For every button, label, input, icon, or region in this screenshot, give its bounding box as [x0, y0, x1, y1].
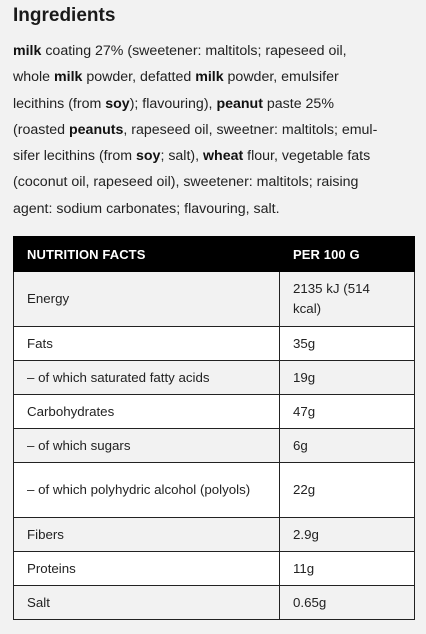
- allergen-text: soy: [105, 95, 130, 112]
- nutrient-value: 2.9g: [279, 517, 415, 552]
- nutrition-row: – of which polyhydric alcohol (polyols) 2…: [13, 462, 415, 518]
- nutrient-name: Fibers: [13, 517, 280, 552]
- allergen-text: milk: [195, 69, 224, 86]
- ingredients-line: agent: sodium carbonates; flavouring, sa…: [13, 196, 415, 222]
- nutrition-row: – of which saturated fatty acids 19g: [13, 360, 415, 395]
- nutrition-row: Salt 0.65g: [13, 585, 415, 620]
- nutrient-name: – of which sugars: [13, 428, 280, 463]
- allergen-text: peanut: [216, 95, 263, 112]
- nutrition-row: Energy 2135 kJ (514 kcal): [13, 271, 415, 327]
- ingredients-line: lecithins (from soy); flavouring), peanu…: [13, 91, 415, 117]
- ingredients-line: milk coating 27% (sweetener: maltitols; …: [13, 38, 415, 64]
- nutrition-header-row: NUTRITION FACTS PER 100 G: [13, 236, 415, 272]
- nutrient-value: 22g: [279, 462, 415, 518]
- ingredient-text: paste 25%: [262, 95, 334, 112]
- nutrient-name: Salt: [13, 585, 280, 620]
- allergen-text: milk: [54, 69, 83, 86]
- nutrition-row: Proteins 11g: [13, 551, 415, 586]
- nutrient-name: – of which saturated fatty acids: [13, 360, 280, 395]
- ingredient-text: lecithins (from: [13, 95, 106, 112]
- nutrition-row: Fats 35g: [13, 326, 415, 361]
- nutrient-value: 11g: [279, 551, 415, 586]
- ingredient-text: agent: sodium carbonates; flavouring, sa…: [13, 200, 280, 217]
- ingredients-line: (roasted peanuts, rapeseed oil, sweetner…: [13, 117, 415, 143]
- nutrient-name: – of which polyhydric alcohol (polyols): [13, 462, 280, 518]
- ingredient-text: flour, vegetable fats: [243, 148, 371, 165]
- nutrient-value: 0.65g: [279, 585, 415, 620]
- ingredient-text: , rapeseed oil, sweetner: maltitols; emu…: [123, 121, 378, 138]
- ingredients-line: sifer lecithins (from soy; salt), wheat …: [13, 143, 415, 169]
- allergen-text: soy: [135, 148, 161, 165]
- ingredient-text: (coconut oil, rapeseed oil), sweetener: …: [13, 174, 359, 191]
- nutrient-value: 2135 kJ (514 kcal): [279, 271, 415, 327]
- ingredients-heading: Ingredients: [13, 5, 116, 26]
- nutrient-value: 47g: [279, 394, 415, 429]
- ingredient-text: (roasted: [13, 121, 69, 138]
- ingredients-line: whole milk powder, defatted milk powder,…: [13, 64, 415, 90]
- ingredients-text: milk coating 27% (sweetener: maltitols; …: [13, 38, 415, 222]
- nutrition-row: – of which sugars 6g: [13, 428, 415, 463]
- nutrient-name: Energy: [13, 271, 280, 327]
- ingredient-text: powder, emulsifer: [223, 69, 339, 86]
- nutrient-name: Proteins: [13, 551, 280, 586]
- ingredient-text: ; salt),: [160, 148, 204, 165]
- ingredient-text: sifer lecithins (from: [13, 148, 136, 165]
- allergen-text: wheat: [203, 148, 244, 165]
- nutrient-name: Fats: [13, 326, 280, 361]
- nutrition-facts-header: NUTRITION FACTS: [13, 236, 280, 272]
- allergen-text: peanuts: [69, 121, 124, 138]
- nutrient-value: 6g: [279, 428, 415, 463]
- ingredient-text: coating 27% (sweetener: maltitols; rapes…: [41, 43, 347, 59]
- ingredient-text: ); flavouring),: [129, 95, 217, 112]
- per-100g-header: PER 100 G: [279, 236, 415, 272]
- nutrient-value: 35g: [279, 326, 415, 361]
- ingredients-line: (coconut oil, rapeseed oil), sweetener: …: [13, 169, 415, 195]
- nutrition-row: Carbohydrates 47g: [13, 394, 415, 429]
- nutrient-value: 19g: [279, 360, 415, 395]
- nutrition-table: NUTRITION FACTS PER 100 G Energy 2135 kJ …: [13, 236, 415, 620]
- ingredient-text: powder, defatted: [82, 69, 196, 86]
- nutrient-name: Carbohydrates: [13, 394, 280, 429]
- ingredient-text: whole: [13, 69, 55, 86]
- allergen-text: milk: [13, 43, 42, 59]
- nutrition-row: Fibers 2.9g: [13, 517, 415, 552]
